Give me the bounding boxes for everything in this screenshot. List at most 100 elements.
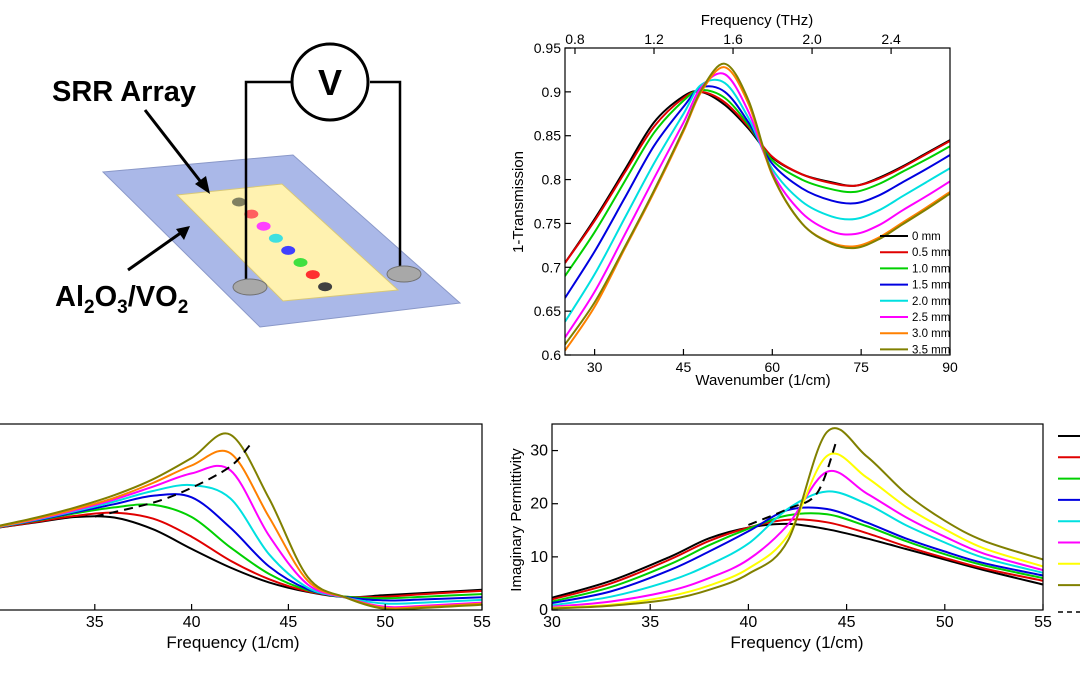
top-x-tick-label: 0.8 (565, 31, 585, 47)
series-line (552, 522, 1043, 599)
x-tick-label: 50 (376, 614, 394, 631)
legend-label: 0 mm (912, 231, 941, 243)
top-x-tick-label: 2.4 (881, 31, 901, 47)
x-tick-label: 40 (740, 614, 758, 631)
series-line (565, 66, 950, 352)
y-tick-label: 20 (530, 496, 548, 513)
real-xlabel: Frequency (1/cm) (166, 633, 299, 652)
series-line (0, 511, 482, 599)
x-tick-label: 50 (936, 614, 954, 631)
imag-legend-stub (1058, 435, 1080, 613)
transmission-xlabel: Wavenumber (1/cm) (695, 372, 830, 389)
right-contact-pad (386, 265, 422, 283)
transmission-legend: 0 mm 0.5 mm 1.0 mm 1.5 mm 2.0 mm 2.5 mm 3.0 mm… (880, 231, 950, 356)
srr-dot (268, 233, 283, 243)
right-wire (370, 80, 402, 272)
y-tick-label: 0.65 (534, 303, 561, 319)
x-tick-label: 45 (838, 614, 856, 631)
series-line (0, 503, 482, 600)
legend-label: 2.0 mm (912, 296, 950, 308)
y-tick-label: 10 (530, 549, 548, 566)
transmission-series-lines (565, 62, 950, 352)
series-line (0, 515, 482, 599)
x-tick-label: 55 (473, 614, 491, 631)
voltmeter-symbol: V (318, 62, 342, 103)
peak-guide-line (94, 444, 251, 518)
legend-label: 3.5 mm (912, 344, 950, 356)
x-tick-label: 75 (853, 359, 869, 375)
real-permittivity-chart: 35 40 45 50 55 Frequency (1/cm) (0, 423, 491, 652)
substrate-label-o: O (95, 281, 118, 313)
legend-label: 1.5 mm (912, 280, 950, 292)
series-line (552, 512, 1043, 603)
srr-dot (281, 245, 296, 255)
series-line (552, 506, 1043, 605)
imag-xlabel: Frequency (1/cm) (730, 633, 863, 652)
series-line (565, 89, 950, 277)
srr-array-label: SRR Array (52, 76, 196, 108)
transmission-plot-frame (564, 47, 951, 356)
x-tick-label: 35 (86, 614, 104, 631)
imag-plot-frame (551, 423, 1044, 611)
x-tick-label: 40 (183, 614, 201, 631)
x-tick-label: 55 (1034, 614, 1052, 631)
real-axes: 35 40 45 50 55 (86, 604, 491, 631)
voltmeter-icon (290, 42, 370, 122)
series-line (565, 72, 950, 339)
legend-label: 1.0 mm (912, 263, 950, 275)
substrate-label-sub1: 2 (84, 297, 95, 318)
srr-dot (293, 258, 308, 267)
imag-axes: 30 35 40 45 50 55 0 10 20 30 (530, 443, 1052, 631)
series-line (565, 85, 950, 299)
x-tick-label: 35 (641, 614, 659, 631)
substrate-label-sub2: 3 (117, 297, 128, 318)
y-tick-label: 0 (539, 602, 548, 619)
imag-permittivity-chart: 30 35 40 45 50 55 0 10 20 30 Frequency (1/cm) Ima… (508, 423, 1080, 652)
legend-label: 0.5 mm (912, 247, 950, 259)
imag-series-lines (552, 427, 1043, 610)
legend-label: 2.5 mm (912, 312, 950, 324)
substrate-label-al: Al (55, 281, 84, 313)
device-schematic: V SRR Array Al2O3/VO2 (52, 42, 462, 328)
srr-arrowhead-icon (195, 176, 210, 194)
y-tick-label: 0.8 (542, 172, 562, 188)
x-tick-label: 30 (587, 359, 603, 375)
top-x-tick-label: 1.2 (644, 31, 664, 47)
transmission-top-xlabel: Frequency (THz) (701, 12, 814, 29)
x-tick-label: 60 (765, 359, 781, 375)
srr-dot (318, 282, 333, 292)
y-tick-label: 0.95 (534, 40, 561, 56)
series-line (0, 464, 482, 609)
y-tick-label: 0.6 (542, 347, 562, 363)
real-series-lines (0, 432, 482, 610)
transmission-ylabel: 1-Transmission (510, 151, 527, 253)
x-tick-label: 90 (942, 359, 958, 375)
substrate-label-vo: /VO (128, 281, 178, 313)
series-line (552, 427, 1043, 610)
y-tick-label: 0.9 (542, 84, 562, 100)
substrate-arrow (127, 230, 183, 272)
top-x-tick-label: 2.0 (802, 31, 822, 47)
series-line (0, 432, 482, 610)
imag-ylabel: Imaginary Permittivity (508, 448, 525, 592)
y-tick-label: 30 (530, 443, 548, 460)
transmission-axes: 30 45 60 75 900.60.650.70.750.80.850.90.950.… (534, 31, 958, 375)
x-tick-label: 30 (543, 614, 561, 631)
srr-dot (256, 221, 271, 231)
real-plot-frame (0, 423, 483, 611)
srr-dots (232, 197, 333, 292)
srr-arrow (143, 109, 206, 187)
x-tick-label: 45 (280, 614, 298, 631)
x-tick-label: 45 (676, 359, 692, 375)
series-line (565, 62, 950, 346)
top-x-tick-label: 1.6 (723, 31, 743, 47)
left-wire (244, 80, 291, 285)
substrate-arrowhead-icon (176, 226, 190, 240)
legend-label: 3.0 mm (912, 328, 950, 340)
y-tick-label: 0.7 (542, 259, 562, 275)
peak-guide-line (748, 439, 838, 526)
srr-dot (305, 270, 320, 280)
srr-dot (232, 197, 246, 207)
srr-dot (244, 209, 259, 219)
series-line (552, 490, 1043, 607)
